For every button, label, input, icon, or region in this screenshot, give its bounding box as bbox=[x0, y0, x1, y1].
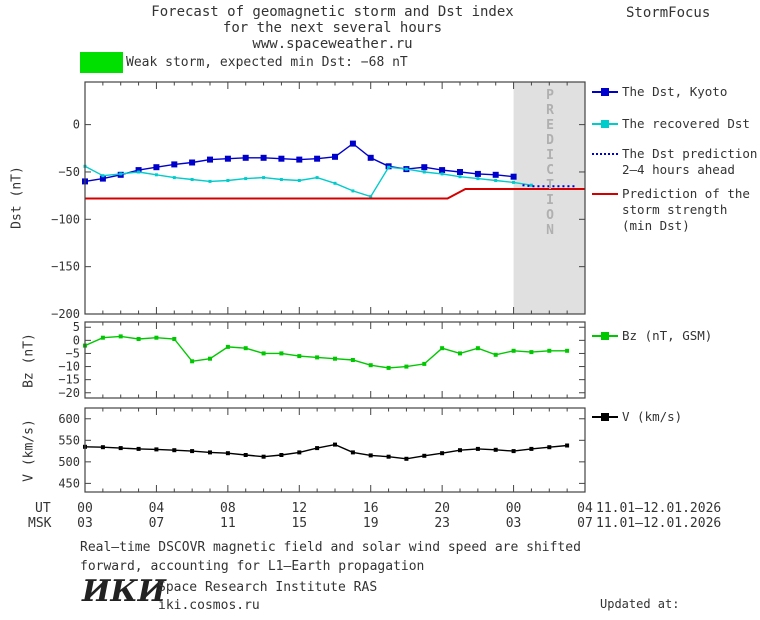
dst-chart: 0 −50 −100 −150 −200 bbox=[51, 81, 586, 321]
x-axis-tick-label: 07 bbox=[148, 516, 165, 531]
svg-text:−10: −10 bbox=[58, 360, 80, 374]
updated-block: Updated at: UT 00:05, 12.01.2026 MSK 03:… bbox=[600, 564, 752, 620]
legend-label-line: 2–4 hours ahead bbox=[622, 162, 735, 177]
storm-alert-text: Weak storm, expected min Dst: −68 nT bbox=[126, 55, 408, 70]
msk-date-range: 11.01–12.01.2026 bbox=[596, 516, 722, 531]
propagation-note-line: forward, accounting for L1–Earth propaga… bbox=[80, 559, 425, 574]
legend-label-line: Prediction of the bbox=[622, 186, 750, 201]
x-axis-tick-label: 08 bbox=[220, 501, 236, 516]
propagation-note-line: Real–time DSCOVR magnetic field and sola… bbox=[80, 540, 581, 555]
storm-level-swatch bbox=[80, 52, 123, 73]
x-axis-tick-label: 07 bbox=[577, 516, 593, 531]
x-axis-tick-label: 03 bbox=[505, 516, 522, 531]
legend-v: V (km/s) bbox=[592, 409, 682, 425]
red-line-icon bbox=[592, 187, 618, 201]
legend-label-line: storm strength bbox=[622, 202, 728, 217]
ut-date-range: 11.01–12.01.2026 bbox=[596, 501, 722, 516]
legend-label-line: The Dst prediction bbox=[622, 146, 758, 161]
msk-axis-name: MSK bbox=[28, 516, 52, 531]
svg-text:−200: −200 bbox=[51, 307, 80, 321]
legend-label: V (km/s) bbox=[622, 409, 683, 424]
bz-y-axis-label: Bz (nT) bbox=[21, 333, 37, 388]
dst-y-axis-label: Dst (nT) bbox=[9, 166, 25, 229]
v-chart: 600 550 500 450 bbox=[58, 407, 586, 493]
bz-marker-icon bbox=[592, 329, 618, 343]
x-axis-tick-label: 20 bbox=[434, 501, 450, 516]
v-y-axis-label: V (km/s) bbox=[21, 419, 37, 482]
legend-dst-kyoto: The Dst, Kyoto bbox=[592, 84, 727, 100]
x-axis-tick-label: 19 bbox=[362, 516, 379, 531]
svg-text:−20: −20 bbox=[58, 386, 80, 400]
svg-text:550: 550 bbox=[58, 433, 80, 447]
iki-logo: ИКИ bbox=[82, 574, 166, 609]
legend-label: The Dst, Kyoto bbox=[622, 84, 728, 99]
legend-dst-prediction: The Dst prediction 2–4 hours ahead bbox=[592, 146, 757, 178]
prediction-band-label: P R E D I C T I O N bbox=[546, 88, 554, 238]
legend-storm-strength: Prediction of the storm strength (min Ds… bbox=[592, 186, 750, 234]
svg-text:−150: −150 bbox=[51, 260, 80, 274]
x-axis-tick-label: 23 bbox=[434, 516, 450, 531]
legend-label: Prediction of the storm strength (min Ds… bbox=[622, 186, 750, 234]
brand-stormfocus: StormFocus bbox=[626, 5, 711, 21]
institute-site: iki.cosmos.ru bbox=[158, 598, 260, 613]
title-line-2: for the next several hours bbox=[222, 20, 443, 36]
ut-axis-row: UT 11.01–12.01.2026 00 04 08 12 16 20 00 04 bbox=[0, 501, 760, 517]
svg-text:−50: −50 bbox=[58, 165, 80, 179]
institute-name: Space Research Institute RAS bbox=[158, 580, 378, 595]
x-axis-tick-label: 15 bbox=[291, 516, 308, 531]
svg-text:5: 5 bbox=[73, 320, 80, 334]
svg-text:500: 500 bbox=[58, 455, 80, 469]
storm-alert: Weak storm, expected min Dst: −68 nT bbox=[80, 52, 408, 73]
spaceweather-url: www.spaceweather.ru bbox=[252, 36, 413, 52]
legend-label: The Dst prediction 2–4 hours ahead bbox=[622, 146, 757, 178]
legend-label: Bz (nT, GSM) bbox=[622, 328, 713, 343]
title-line-1: Forecast of geomagnetic storm and Dst in… bbox=[151, 4, 514, 20]
svg-text:450: 450 bbox=[58, 476, 80, 490]
dotted-line-icon bbox=[592, 147, 618, 161]
x-axis-tick-label: 11 bbox=[220, 516, 236, 531]
svg-text:600: 600 bbox=[58, 412, 80, 426]
propagation-note: Real–time DSCOVR magnetic field and sola… bbox=[80, 538, 581, 576]
x-axis-tick-label: 04 bbox=[148, 501, 165, 516]
legend-label-line: (min Dst) bbox=[622, 218, 690, 233]
legend-bz: Bz (nT, GSM) bbox=[592, 328, 712, 344]
ut-axis-name: UT bbox=[35, 501, 51, 516]
svg-text:0: 0 bbox=[73, 333, 80, 347]
svg-text:−15: −15 bbox=[58, 373, 80, 387]
page-title: Forecast of geomagnetic storm and Dst in… bbox=[80, 4, 585, 52]
x-axis-tick-label: 04 bbox=[577, 501, 593, 516]
updated-label: Updated at: bbox=[600, 597, 680, 611]
x-axis-tick-label: 00 bbox=[505, 501, 522, 516]
svg-text:−5: −5 bbox=[66, 346, 80, 360]
legend-label: The recovered Dst bbox=[622, 116, 750, 131]
legend-recovered-dst: The recovered Dst bbox=[592, 116, 750, 132]
x-axis-tick-label: 12 bbox=[291, 501, 308, 516]
recovered-dst-marker-icon bbox=[592, 117, 618, 131]
x-axis-tick-label: 16 bbox=[362, 501, 379, 516]
x-axis-tick-label: 03 bbox=[77, 516, 93, 531]
dst-kyoto-marker-icon bbox=[592, 85, 618, 99]
bz-chart: 50−5−10−15−20 bbox=[58, 320, 586, 400]
v-marker-icon bbox=[592, 410, 618, 424]
msk-axis-row: MSK 11.01–12.01.2026 03 07 11 15 19 23 03 07 bbox=[0, 516, 760, 532]
svg-text:0: 0 bbox=[73, 118, 80, 132]
svg-text:−100: −100 bbox=[51, 212, 80, 226]
x-axis-tick-label: 00 bbox=[77, 501, 93, 516]
